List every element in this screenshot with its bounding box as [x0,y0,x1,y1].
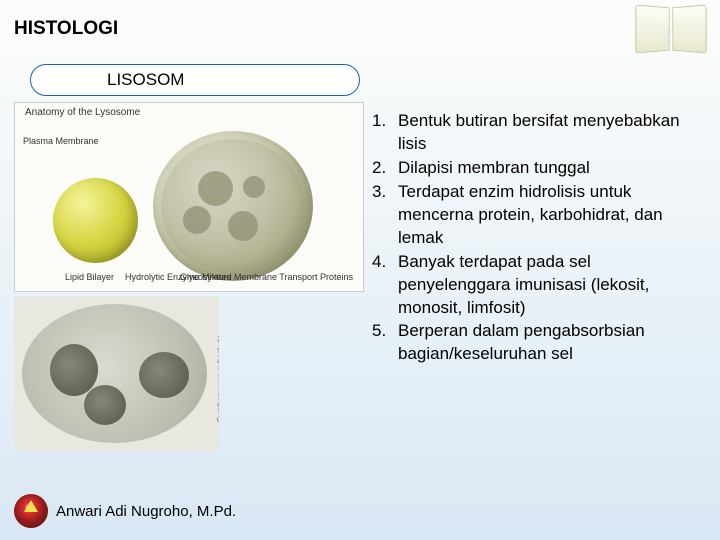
list-item: Terdapat enzim hidrolisis untuk mencerna… [372,181,706,250]
page-title: HISTOLOGI [14,18,720,40]
footer: Anwari Adi Nugroho, M.Pd. [14,494,236,528]
images-column: Anatomy of the Lysosome Plasma Membrane … [14,102,364,451]
book-icon [636,6,706,52]
header: HISTOLOGI [0,0,720,48]
micrograph-image: Sumber: www.cybeck.de [14,296,219,451]
list-item: Bentuk butiran bersifat menyebabkan lisi… [372,110,706,156]
lysosome-main-shape [153,131,313,281]
list-item: Banyak terdapat pada sel penyelenggara i… [372,251,706,320]
content-area: Anatomy of the Lysosome Plasma Membrane … [0,102,720,451]
subtitle-box: LISOSOM [30,64,360,96]
label-lipid: Lipid Bilayer [65,273,114,283]
lysosome-diagram: Anatomy of the Lysosome Plasma Membrane … [14,102,364,292]
label-transport: Glycosylated Membrane Transport Proteins [180,273,353,283]
text-column: Bentuk butiran bersifat menyebabkan lisi… [364,102,706,451]
subtitle-text: LISOSOM [107,70,184,90]
lysosome-small-shape [53,178,138,263]
list-item: Berperan dalam pengabsorbsian bagian/kes… [372,320,706,366]
list-item: Dilapisi membran tunggal [372,157,706,180]
diagram-title: Anatomy of the Lysosome [25,107,140,118]
label-plasma: Plasma Membrane [23,137,99,147]
micrograph-source: Sumber: www.cybeck.de [217,334,220,422]
university-logo-icon [14,494,48,528]
points-list: Bentuk butiran bersifat menyebabkan lisi… [372,110,706,366]
author-name: Anwari Adi Nugroho, M.Pd. [56,503,236,520]
